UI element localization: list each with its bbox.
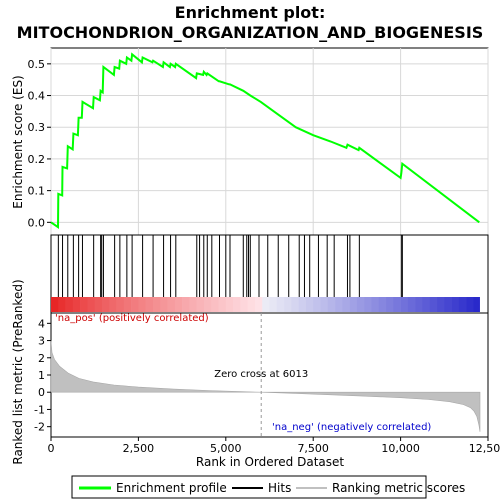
heat-segment xyxy=(328,297,336,312)
heat-segment xyxy=(226,297,234,312)
heat-segment xyxy=(66,297,74,312)
heat-segment xyxy=(357,297,365,312)
x-tick-label: 0 xyxy=(48,442,55,455)
rank-y-tick-label: 0 xyxy=(38,386,45,399)
heat-segment xyxy=(87,297,95,312)
y-axis-label-rank: Ranked list metric (PreRanked) xyxy=(11,279,25,464)
es-panel: 0.0 0.1 0.2 0.3 0.4 0.5 xyxy=(28,48,489,235)
heat-segment xyxy=(444,297,452,312)
x-tick-label: 10,000 xyxy=(381,442,420,455)
heat-segment xyxy=(393,297,401,312)
rank-y-tick-label: 1 xyxy=(38,369,45,382)
heat-segment xyxy=(342,297,350,312)
heat-segment xyxy=(73,297,81,312)
heat-segment xyxy=(182,297,190,312)
heat-segment xyxy=(291,297,299,312)
heat-segment xyxy=(430,297,438,312)
heat-segment xyxy=(175,297,183,312)
heat-segment xyxy=(320,297,328,312)
heat-segment xyxy=(364,297,372,312)
heat-segment xyxy=(197,297,205,312)
legend-label-ranking: Ranking metric scores xyxy=(332,481,465,495)
rank-y-tick-label: 4 xyxy=(38,317,45,330)
chart-title: Enrichment plot: xyxy=(175,3,326,22)
legend: Enrichment profile Hits Ranking metric s… xyxy=(72,476,465,498)
es-y-tick-label: 0.2 xyxy=(28,153,46,166)
heat-segment xyxy=(138,297,146,312)
heat-segment xyxy=(335,297,343,312)
rank-panel: 4 3 2 1 0 -1 -2 'na_pos' (positively correlate… xyxy=(34,313,488,437)
heat-segment xyxy=(437,297,445,312)
heat-segment xyxy=(109,297,117,312)
heat-segment xyxy=(189,297,197,312)
heat-segment xyxy=(386,297,394,312)
heat-segment xyxy=(473,297,480,312)
heat-segment xyxy=(160,297,168,312)
negative-correlation-label: 'na_neg' (negatively correlated) xyxy=(272,422,431,433)
heat-segment xyxy=(313,297,321,312)
es-y-tick-label: 0.3 xyxy=(28,121,46,134)
legend-label-enrichment: Enrichment profile xyxy=(116,481,227,495)
es-y-tick-label: 0.5 xyxy=(28,58,46,71)
heat-segment xyxy=(401,297,409,312)
x-axis-label: Rank in Ordered Dataset xyxy=(196,455,344,469)
heat-segment xyxy=(255,297,263,312)
heat-segment xyxy=(371,297,379,312)
heat-segment xyxy=(219,297,227,312)
y-axis-label-es: Enrichment score (ES) xyxy=(11,75,25,208)
heat-segment xyxy=(80,297,88,312)
heat-segment xyxy=(284,297,292,312)
heat-segment xyxy=(306,297,314,312)
x-axis: 0 2,500 5,000 7,500 10,000 12,500 xyxy=(48,437,500,455)
heat-segment xyxy=(240,297,248,312)
x-tick-label: 5,000 xyxy=(210,442,242,455)
heat-segment xyxy=(299,297,307,312)
rank-y-tick-label: -2 xyxy=(34,421,45,434)
heat-segment xyxy=(408,297,416,312)
rank-y-tick-label: 3 xyxy=(38,335,45,348)
heat-segment xyxy=(415,297,423,312)
heat-segment xyxy=(422,297,430,312)
heat-segment xyxy=(277,297,285,312)
positive-correlation-label: 'na_pos' (positively correlated) xyxy=(55,313,209,324)
heat-segment xyxy=(379,297,387,312)
x-tick-label: 2,500 xyxy=(123,442,155,455)
heat-segment xyxy=(146,297,154,312)
heat-segment xyxy=(452,297,460,312)
heat-segment xyxy=(102,297,110,312)
heat-segment xyxy=(270,297,278,312)
heat-segment xyxy=(168,297,176,312)
legend-label-hits: Hits xyxy=(268,481,291,495)
heat-segment xyxy=(233,297,241,312)
heat-segment xyxy=(117,297,125,312)
heat-segment xyxy=(459,297,467,312)
heat-segment xyxy=(248,297,256,312)
heat-segment xyxy=(124,297,132,312)
heat-segment xyxy=(95,297,103,312)
heat-segment xyxy=(350,297,358,312)
zero-cross-label: Zero cross at 6013 xyxy=(214,369,308,380)
x-tick-label: 12,500 xyxy=(469,442,500,455)
chart-subtitle: MITOCHONDRION_ORGANIZATION_AND_BIOGENESI… xyxy=(17,23,484,42)
heat-segment xyxy=(131,297,139,312)
rank-y-tick-label: -1 xyxy=(34,403,45,416)
rank-y-tick-label: 2 xyxy=(38,352,45,365)
heat-segment xyxy=(204,297,212,312)
es-y-tick-label: 0.0 xyxy=(28,216,46,229)
heat-segment xyxy=(51,297,59,312)
es-y-tick-label: 0.4 xyxy=(28,90,46,103)
heat-segment xyxy=(262,297,270,312)
es-y-tick-label: 0.1 xyxy=(28,185,46,198)
heat-segment xyxy=(153,297,161,312)
x-tick-label: 7,500 xyxy=(297,442,329,455)
hit-panel xyxy=(51,235,488,313)
heat-segment xyxy=(211,297,219,312)
heat-segment xyxy=(466,297,474,312)
heat-segment xyxy=(58,297,66,312)
